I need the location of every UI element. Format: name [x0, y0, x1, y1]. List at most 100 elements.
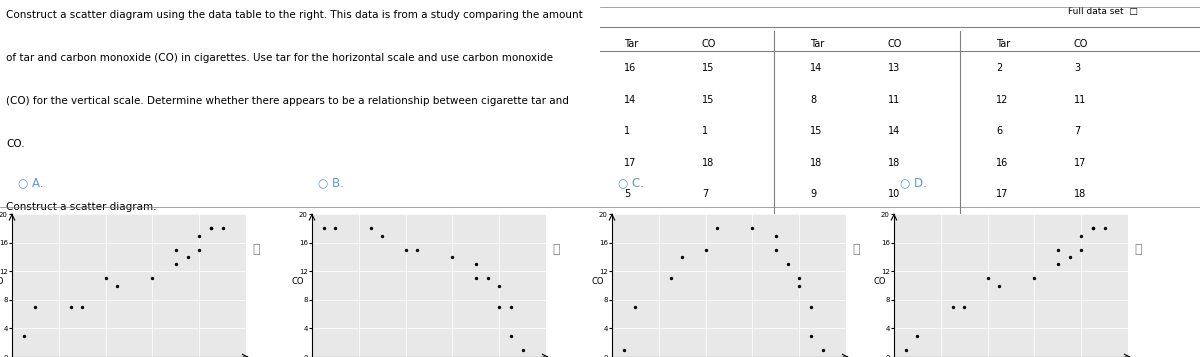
Text: ○ A.: ○ A. — [18, 176, 43, 189]
Text: 18: 18 — [810, 158, 822, 168]
Text: CO: CO — [702, 39, 716, 49]
Text: 9: 9 — [810, 189, 816, 199]
Point — [202, 226, 221, 231]
Text: Tar: Tar — [624, 39, 638, 49]
Point — [802, 304, 821, 310]
Text: 17: 17 — [1074, 158, 1086, 168]
Point — [1025, 276, 1044, 281]
Text: 18: 18 — [888, 158, 900, 168]
Point — [143, 276, 162, 281]
Text: ⌕: ⌕ — [552, 243, 559, 256]
Point — [61, 304, 80, 310]
Point — [1084, 226, 1103, 231]
Point — [502, 333, 521, 338]
Text: 7: 7 — [1074, 126, 1080, 136]
Point — [814, 347, 833, 353]
Point — [708, 226, 727, 231]
Point — [661, 276, 680, 281]
Point — [896, 347, 916, 353]
Point — [1060, 254, 1079, 260]
Point — [502, 304, 521, 310]
Point — [490, 304, 509, 310]
Text: 11: 11 — [1074, 95, 1086, 105]
Point — [1094, 226, 1114, 231]
Point — [614, 347, 634, 353]
Point — [743, 226, 762, 231]
Point — [408, 247, 427, 253]
Text: 16: 16 — [996, 158, 1008, 168]
Point — [167, 247, 186, 253]
Text: 10: 10 — [888, 189, 900, 199]
Text: 8: 8 — [810, 95, 816, 105]
Point — [978, 276, 997, 281]
Point — [1049, 261, 1068, 267]
Text: CO: CO — [888, 39, 902, 49]
Text: 18: 18 — [702, 158, 714, 168]
Text: 7: 7 — [702, 189, 708, 199]
Text: 15: 15 — [702, 63, 714, 73]
Point — [478, 276, 497, 281]
Point — [673, 254, 692, 260]
Point — [802, 333, 821, 338]
Text: 15: 15 — [810, 126, 822, 136]
Point — [396, 247, 415, 253]
Point — [361, 226, 380, 231]
Text: Full data set  □: Full data set □ — [1068, 7, 1138, 16]
Point — [190, 233, 209, 238]
Text: 5: 5 — [624, 189, 630, 199]
Text: 1: 1 — [702, 126, 708, 136]
Point — [490, 283, 509, 288]
Y-axis label: CO: CO — [874, 277, 886, 286]
Text: 17: 17 — [996, 189, 1008, 199]
Text: 14: 14 — [888, 126, 900, 136]
Y-axis label: CO: CO — [0, 277, 4, 286]
Text: 2: 2 — [996, 63, 1002, 73]
Text: ○ B.: ○ B. — [318, 176, 344, 189]
Point — [767, 233, 786, 238]
Text: Tar: Tar — [996, 39, 1010, 49]
Text: 17: 17 — [624, 158, 636, 168]
Point — [790, 283, 809, 288]
Text: ⌕: ⌕ — [252, 243, 259, 256]
Point — [167, 261, 186, 267]
Point — [1072, 247, 1091, 253]
Text: ○ D.: ○ D. — [900, 176, 926, 189]
Text: Construct a scatter diagram.: Construct a scatter diagram. — [6, 202, 157, 212]
Point — [26, 304, 46, 310]
Text: 13: 13 — [888, 63, 900, 73]
Point — [466, 276, 485, 281]
Text: CO: CO — [1074, 39, 1088, 49]
Point — [108, 283, 127, 288]
Point — [1084, 226, 1103, 231]
Text: ⌕: ⌕ — [852, 243, 859, 256]
Text: CO.: CO. — [6, 139, 25, 150]
Text: 18: 18 — [1074, 189, 1086, 199]
Point — [908, 333, 928, 338]
Point — [314, 226, 334, 231]
Point — [626, 304, 646, 310]
Point — [1072, 233, 1091, 238]
Text: 1: 1 — [624, 126, 630, 136]
Point — [990, 283, 1009, 288]
Text: 15: 15 — [702, 95, 714, 105]
Point — [443, 254, 462, 260]
Point — [178, 254, 197, 260]
Text: 12: 12 — [996, 95, 1008, 105]
Text: Tar: Tar — [810, 39, 824, 49]
Point — [790, 276, 809, 281]
Text: of tar and carbon monoxide (CO) in cigarettes. Use tar for the horizontal scale : of tar and carbon monoxide (CO) in cigar… — [6, 53, 553, 63]
Text: Construct a scatter diagram using the data table to the right. This data is from: Construct a scatter diagram using the da… — [6, 10, 583, 20]
Text: ⌕: ⌕ — [1134, 243, 1141, 256]
Text: (CO) for the vertical scale. Determine whether there appears to be a relationshi: (CO) for the vertical scale. Determine w… — [6, 96, 569, 106]
Y-axis label: CO: CO — [592, 277, 604, 286]
Point — [96, 276, 115, 281]
Text: 11: 11 — [888, 95, 900, 105]
Point — [466, 261, 485, 267]
Point — [955, 304, 974, 310]
Text: 16: 16 — [624, 63, 636, 73]
Point — [1049, 247, 1068, 253]
Point — [696, 247, 715, 253]
Point — [778, 261, 797, 267]
Point — [514, 347, 533, 353]
Point — [14, 333, 34, 338]
